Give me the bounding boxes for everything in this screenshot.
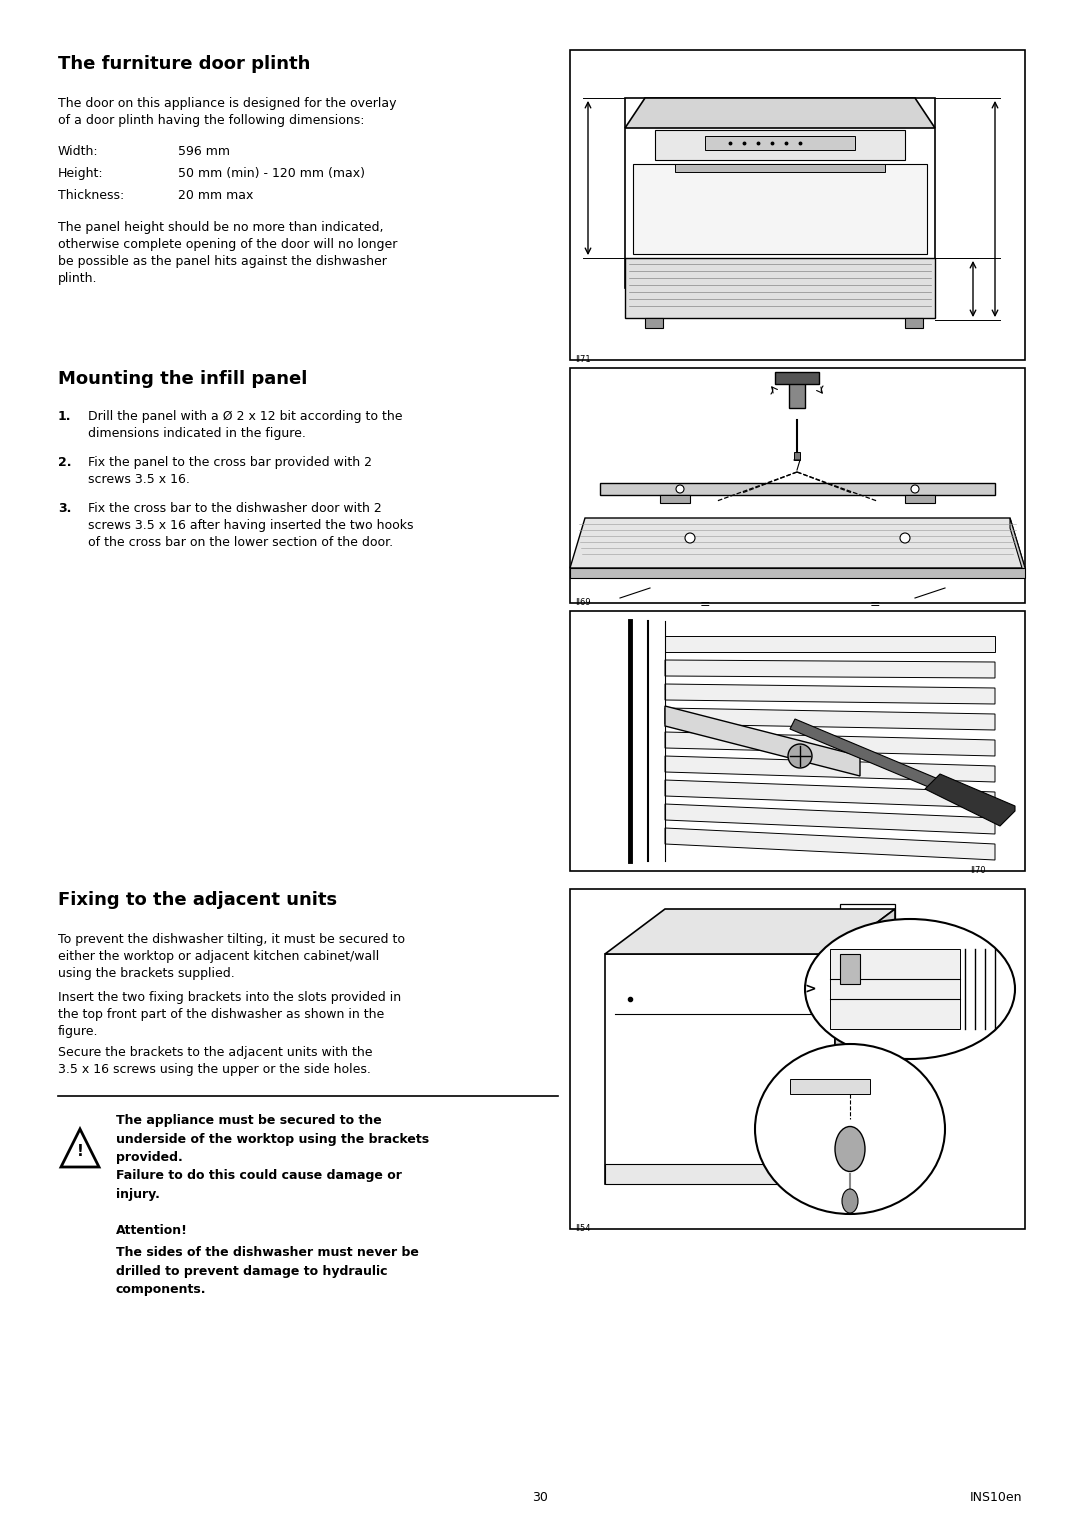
Text: >: >	[805, 983, 815, 996]
Text: Secure the brackets to the adjacent units with the
3.5 x 16 screws using the upp: Secure the brackets to the adjacent unit…	[58, 1045, 373, 1076]
Ellipse shape	[835, 1126, 865, 1172]
Ellipse shape	[842, 1189, 858, 1213]
Bar	[605, 954, 835, 1184]
Text: Attention!: Attention!	[116, 1224, 188, 1238]
Bar	[605, 1164, 835, 1184]
Polygon shape	[665, 804, 995, 835]
Bar	[705, 136, 855, 150]
Polygon shape	[665, 636, 995, 652]
Polygon shape	[665, 732, 995, 755]
Text: II69: II69	[575, 598, 591, 607]
Text: To prevent the dishwasher tilting, it must be secured to
either the worktop or a: To prevent the dishwasher tilting, it mu…	[58, 932, 405, 980]
Bar	[789, 380, 805, 407]
Bar	[789, 1079, 870, 1094]
Polygon shape	[60, 1129, 99, 1167]
Polygon shape	[625, 98, 935, 128]
Ellipse shape	[755, 1044, 945, 1215]
Text: II54: II54	[575, 1224, 591, 1233]
Text: 2.: 2.	[58, 456, 71, 468]
Text: 50 mm (min) - 120 mm (max): 50 mm (min) - 120 mm (max)	[178, 166, 365, 180]
Bar	[775, 372, 819, 385]
Polygon shape	[665, 829, 995, 861]
Polygon shape	[789, 719, 955, 797]
Polygon shape	[665, 661, 995, 678]
Bar	[570, 368, 1025, 603]
Text: 20 mm max: 20 mm max	[178, 189, 254, 201]
Circle shape	[685, 533, 696, 543]
Polygon shape	[665, 707, 860, 777]
Text: Fix the panel to the cross bar provided with 2
screws 3.5 x 16.: Fix the panel to the cross bar provided …	[87, 456, 372, 485]
Text: II71: II71	[575, 356, 591, 365]
Polygon shape	[924, 774, 1015, 826]
Text: Fix the cross bar to the dishwasher door with 2
screws 3.5 x 16 after having ins: Fix the cross bar to the dishwasher door…	[87, 502, 414, 549]
Bar	[570, 890, 1025, 1228]
Bar	[905, 494, 935, 504]
Text: The panel height should be no more than indicated,
otherwise complete opening of: The panel height should be no more than …	[58, 221, 397, 285]
Text: 596 mm: 596 mm	[178, 145, 230, 159]
Text: The sides of the dishwasher must never be
drilled to prevent damage to hydraulic: The sides of the dishwasher must never b…	[116, 1247, 419, 1296]
Text: Height:: Height:	[58, 166, 104, 180]
Polygon shape	[665, 755, 995, 781]
Bar	[570, 50, 1025, 360]
Text: II70: II70	[970, 865, 986, 874]
Text: 3.: 3.	[58, 502, 71, 514]
Bar	[905, 317, 923, 328]
Polygon shape	[605, 909, 895, 954]
Text: The door on this appliance is designed for the overlay
of a door plinth having t: The door on this appliance is designed f…	[58, 98, 396, 127]
Text: Width:: Width:	[58, 145, 98, 159]
Bar	[570, 610, 1025, 871]
Polygon shape	[835, 909, 895, 1184]
Circle shape	[900, 533, 910, 543]
Bar	[633, 163, 927, 253]
Text: Thickness:: Thickness:	[58, 189, 124, 201]
Bar	[831, 949, 960, 1029]
Bar	[654, 130, 905, 160]
Text: Mounting the infill panel: Mounting the infill panel	[58, 369, 308, 388]
Polygon shape	[1010, 517, 1025, 578]
Bar	[625, 258, 935, 317]
Polygon shape	[570, 568, 1025, 578]
Bar	[625, 98, 935, 288]
Text: Insert the two fixing brackets into the slots provided in
the top front part of : Insert the two fixing brackets into the …	[58, 990, 401, 1038]
Text: INS10en: INS10en	[970, 1491, 1022, 1505]
Circle shape	[912, 485, 919, 493]
Bar	[870, 909, 888, 925]
Polygon shape	[665, 684, 995, 703]
Bar	[845, 909, 863, 938]
Text: Drill the panel with a Ø 2 x 12 bit according to the
dimensions indicated in the: Drill the panel with a Ø 2 x 12 bit acco…	[87, 410, 403, 439]
Bar	[675, 163, 885, 172]
Bar	[645, 317, 663, 328]
Text: =: =	[870, 598, 880, 610]
Text: Fixing to the adjacent units: Fixing to the adjacent units	[58, 891, 337, 909]
Polygon shape	[570, 517, 1025, 568]
Circle shape	[788, 745, 812, 768]
Bar	[600, 484, 995, 494]
Text: The appliance must be secured to the
underside of the worktop using the brackets: The appliance must be secured to the und…	[116, 1114, 429, 1201]
Text: 1.: 1.	[58, 410, 71, 423]
Text: The furniture door plinth: The furniture door plinth	[58, 55, 310, 73]
Polygon shape	[665, 708, 995, 729]
Text: =: =	[700, 598, 711, 610]
Polygon shape	[665, 780, 995, 807]
Text: 30: 30	[532, 1491, 548, 1505]
Text: !: !	[77, 1144, 83, 1160]
Ellipse shape	[805, 919, 1015, 1059]
Polygon shape	[835, 954, 895, 1009]
Bar	[840, 903, 895, 945]
Bar	[840, 954, 860, 984]
Bar	[794, 452, 800, 459]
Circle shape	[676, 485, 684, 493]
Bar	[660, 494, 690, 504]
